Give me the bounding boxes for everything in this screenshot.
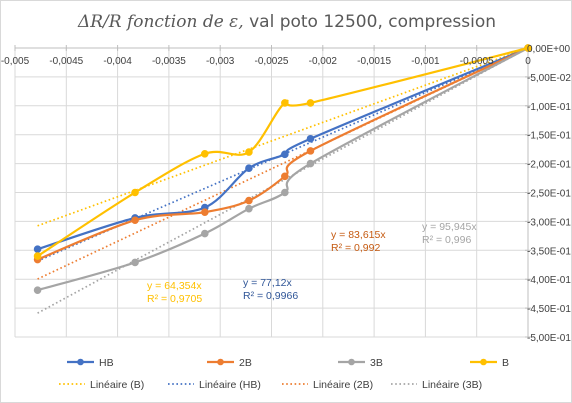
trendline-r2: R² = 0,9705 [147, 293, 202, 305]
x-tick-label: -0,0035 [152, 56, 186, 67]
x-tick-label: -0,003 [206, 56, 235, 67]
data-point [281, 150, 289, 159]
data-point [131, 258, 139, 267]
y-tick-label: -2,00E-01 [527, 160, 571, 171]
series-line [37, 46, 529, 251]
y-tick-label: -3,00E-01 [527, 217, 571, 228]
data-point [245, 148, 253, 156]
legend-trend-label: Linéaire (3B) [422, 379, 482, 391]
data-point [306, 147, 315, 155]
chart-title: ΔR/R fonction de ε, val poto 12500, comp… [77, 12, 496, 32]
data-point [131, 188, 139, 197]
data-point [201, 229, 209, 238]
y-tick-label: -2,50E-01 [527, 189, 571, 200]
legend-trend-label: Linéaire (B) [90, 379, 144, 391]
legend-trend-label: Linéaire (2B) [313, 379, 373, 391]
legend-series-marker [217, 358, 224, 366]
x-tick-label: 0 [525, 56, 531, 67]
trendline-layer [37, 47, 529, 314]
legend-trend-label: Linéaire (HB) [199, 379, 261, 391]
trendline [37, 47, 529, 227]
data-point [524, 44, 532, 52]
chart-title-math: ΔR/R fonction de ε, [77, 12, 244, 32]
legend-series-label: B [502, 357, 509, 369]
legend-series-marker [480, 358, 487, 366]
x-tick-label: -0,002 [309, 56, 338, 67]
legend: HB 2B 3B B Linéaire (B) Linéaire (HB) Linéaire… [59, 357, 509, 391]
trendline-r2: R² = 0,992 [331, 242, 380, 254]
data-point [33, 252, 42, 260]
data-point [245, 164, 253, 173]
tick-label-layer: -0,005 -0,0045 -0,004 -0,0035 -0,003 -0,0025 -… [1, 44, 571, 344]
data-point [201, 149, 209, 158]
y-tick-label: -4,00E-01 [527, 275, 571, 286]
data-point [306, 99, 315, 107]
axis-layer [14, 45, 531, 338]
y-tick-label: -4,50E-01 [527, 304, 571, 315]
trendline-equation: y = 77,12x [243, 277, 292, 289]
data-point [33, 286, 42, 294]
data-point [245, 204, 253, 213]
series-layer [33, 44, 532, 294]
trendline-r2: R² = 0,996 [422, 234, 471, 246]
legend-series-marker [77, 358, 84, 366]
data-point [201, 208, 209, 216]
trendline [37, 47, 529, 314]
data-point [245, 196, 253, 205]
legend-series-label: 2B [239, 357, 252, 369]
x-tick-label: -0,004 [103, 56, 132, 67]
x-tick-label: -0,0025 [255, 56, 289, 67]
x-tick-label: -0,0005 [460, 56, 494, 67]
legend-series-marker [348, 358, 355, 366]
x-tick-label: -0,0015 [357, 56, 391, 67]
x-tick-label: -0,001 [411, 56, 440, 67]
data-point [33, 245, 42, 253]
trendline-equation: y = 64,354x [147, 280, 202, 292]
y-tick-label: -1,50E-01 [527, 131, 571, 142]
x-tick-label: -0,0045 [49, 56, 83, 67]
chart-title-rest: val poto 12500, compression [244, 12, 496, 32]
trendline-equation: y = 83,615x [331, 229, 386, 241]
y-tick-label: -1,00E-01 [527, 102, 571, 113]
y-tick-label: -3,50E-01 [527, 246, 571, 257]
data-point [281, 172, 289, 181]
data-point [281, 188, 289, 197]
data-point [306, 134, 315, 143]
y-tick-label: 0,00E+00 [527, 44, 571, 55]
legend-series-label: HB [99, 357, 114, 369]
series-line [37, 47, 529, 292]
legend-series-label: 3B [370, 357, 383, 369]
data-point [281, 99, 289, 107]
y-tick-label: -5,00E-01 [527, 333, 571, 344]
data-point [131, 216, 139, 225]
data-point [306, 159, 315, 168]
x-tick-label: -0,005 [1, 56, 30, 67]
y-tick-label: -5,00E-02 [527, 73, 571, 84]
trendline-equation: y = 95,945x [422, 221, 477, 233]
trendline-r2: R² = 0,9966 [243, 290, 298, 302]
